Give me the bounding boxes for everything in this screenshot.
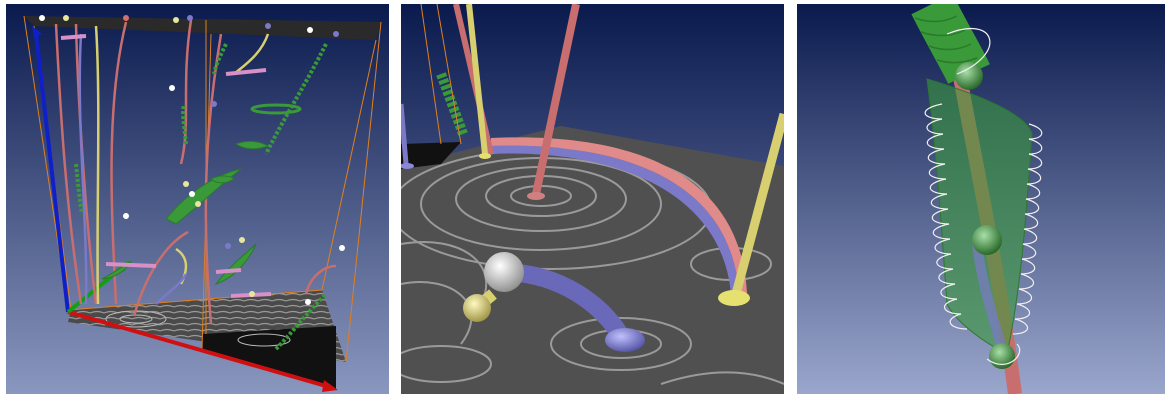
surface-scene	[797, 4, 1165, 394]
blue-streamline	[401, 103, 409, 165]
top-face	[24, 16, 381, 40]
green-critical-point-top	[955, 62, 983, 90]
green-surfaces	[101, 103, 302, 285]
yellow-foot-2	[718, 290, 750, 306]
green-tube	[436, 72, 468, 136]
green-tube-rings	[914, 15, 978, 64]
pink-separation-surface	[491, 137, 747, 294]
green-critical-point-bottom	[989, 343, 1015, 369]
yellow-streamline	[466, 4, 488, 155]
z-axis-arrow	[32, 26, 42, 38]
critical-points	[39, 15, 345, 305]
box-edge-2	[436, 4, 462, 145]
floor-shadow	[401, 142, 461, 169]
yellow-critical-point	[463, 294, 491, 322]
x-axis	[67, 310, 327, 388]
helical-streamlines	[924, 28, 1043, 365]
z-axis	[34, 33, 70, 313]
box-edge	[420, 4, 442, 145]
blue-foot-bulb	[605, 328, 645, 352]
surface-closeup-panel	[797, 4, 1165, 394]
green-tubes	[74, 43, 328, 351]
overview-panel	[6, 4, 389, 394]
red-foot	[527, 192, 545, 200]
yellow-streamline-2	[731, 112, 784, 296]
white-critical-point	[484, 252, 524, 292]
closeup-panel	[401, 4, 784, 394]
overview-scene	[6, 4, 389, 394]
floor-vortex-inner	[119, 314, 153, 324]
closeup-scene	[401, 4, 784, 394]
green-critical-point-mid	[972, 225, 1002, 255]
yellow-foot	[479, 153, 491, 159]
floor-shadow	[202, 326, 336, 389]
blue-core	[972, 243, 1007, 351]
blue-foot	[401, 163, 414, 169]
red-streamline	[532, 4, 580, 195]
floor-vortex-2	[237, 333, 291, 347]
x-axis-arrow	[322, 380, 338, 392]
